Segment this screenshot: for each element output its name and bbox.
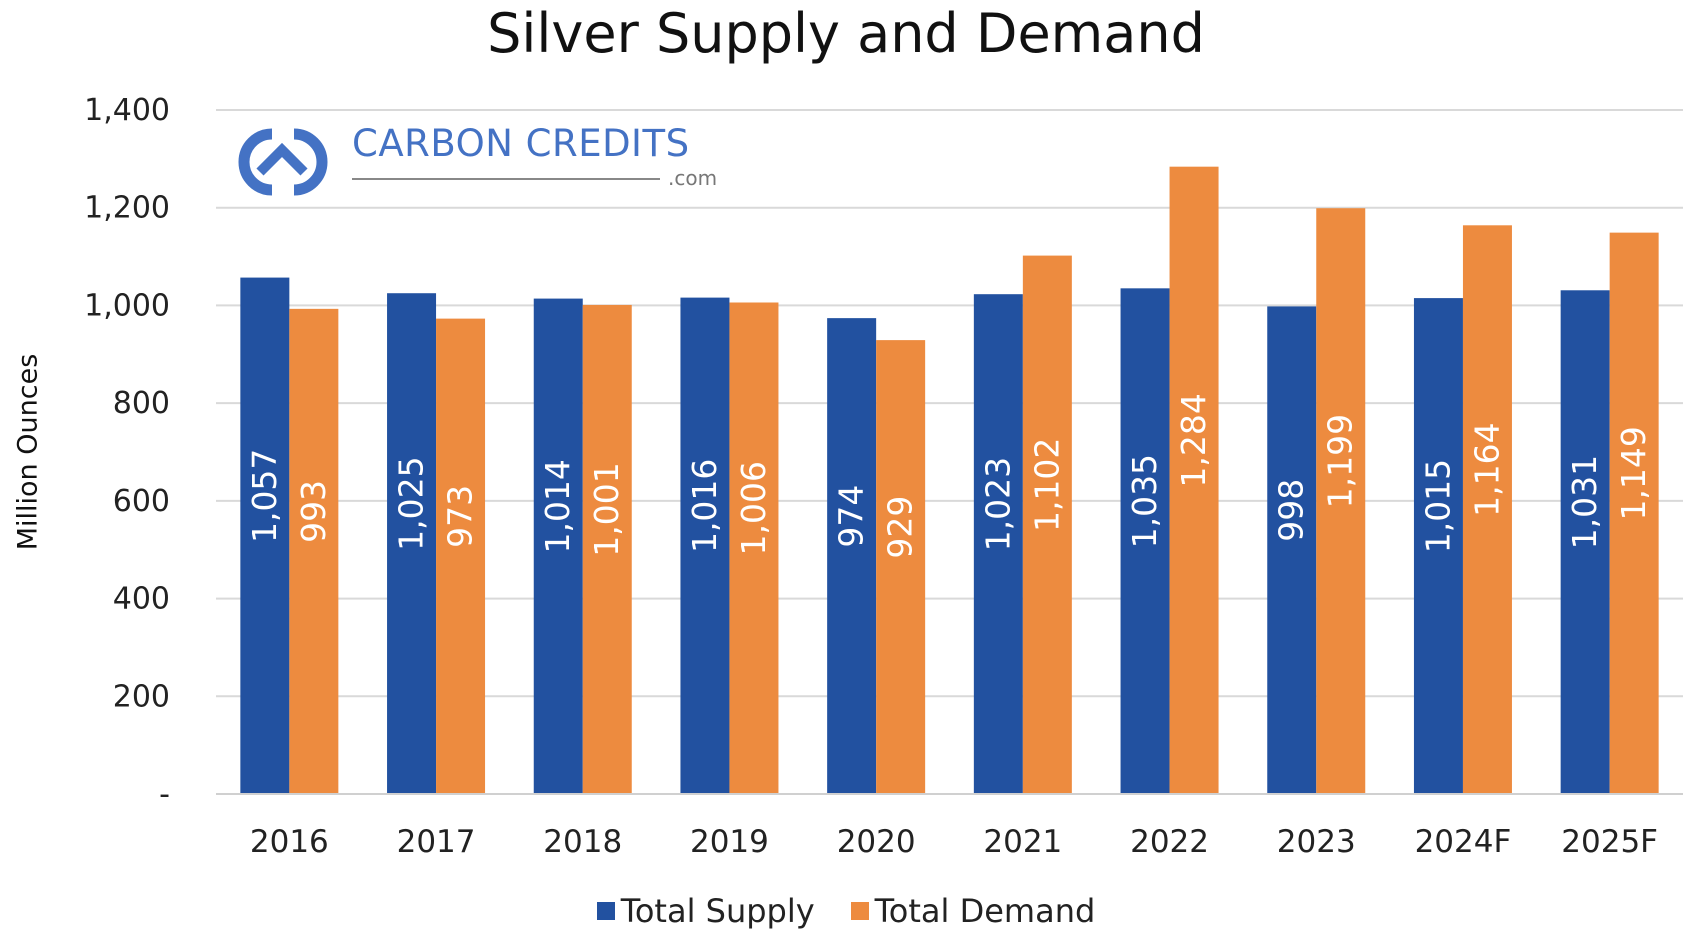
data-label: 998 [1272,479,1311,542]
bar-demand [289,308,339,794]
bar-demand [1169,166,1219,794]
carbon-credits-logo: CARBON CREDITS .com [232,122,717,206]
x-tick-label: 2023 [1277,824,1356,860]
x-tick-label: 2025F [1561,824,1658,860]
y-tick-label: - [159,777,170,812]
x-tick-label: 2021 [983,824,1062,860]
data-label: 1,016 [685,459,724,553]
y-tick-label: 200 [113,679,170,714]
y-tick-label: 600 [113,484,170,519]
bar-supply [1120,288,1170,794]
bar-supply [533,298,583,794]
x-tick-label: 2024F [1415,824,1512,860]
bar-supply [1413,298,1463,794]
y-tick-label: 1,000 [84,288,170,323]
logo-suffix: .com [668,166,718,190]
bar-demand [1022,255,1072,794]
data-label: 1,014 [538,459,577,553]
bar-demand [436,318,486,794]
data-label: 1,149 [1614,426,1653,520]
x-tick-label: 2017 [397,824,476,860]
bar-demand [729,302,779,794]
y-tick-label: 400 [113,582,170,617]
bar-demand [1462,225,1512,794]
legend: Total Supply Total Demand [0,892,1692,930]
bar-supply [387,293,437,794]
logo-underline [352,178,660,180]
x-tick-label: 2022 [1130,824,1209,860]
data-label: 1,001 [587,462,626,556]
data-label: 1,057 [245,449,284,543]
bar-demand [876,340,926,794]
x-tick-label: 2018 [543,824,622,860]
legend-label-supply: Total Supply [620,892,815,930]
data-label: 973 [441,485,480,548]
data-label: 974 [832,485,871,548]
bar-supply [680,297,730,794]
data-label: 929 [881,496,920,559]
bar-supply [240,277,290,795]
data-label: 1,023 [978,457,1017,551]
data-label: 1,031 [1565,455,1604,549]
data-label: 1,199 [1321,414,1360,508]
bar-supply [973,294,1023,794]
legend-label-demand: Total Demand [874,892,1096,930]
y-tick-label: 800 [113,386,170,421]
y-axis-label: Million Ounces [12,353,44,551]
bar-supply [1560,290,1610,794]
bar-supply [827,318,877,794]
x-tick-label: 2019 [690,824,769,860]
x-tick-label: 2016 [250,824,329,860]
data-label: 1,025 [392,456,431,550]
data-label: 993 [294,480,333,543]
legend-swatch-demand [850,902,869,920]
data-label: 1,164 [1467,422,1506,516]
data-label: 1,035 [1125,454,1164,548]
logo-icon [238,128,328,196]
logo-text: CARBON CREDITS [352,122,690,165]
bar-demand [1609,232,1659,795]
bar-supply [1267,306,1317,794]
y-tick-label: 1,200 [84,191,170,226]
y-tick-label: 1,400 [84,93,170,128]
x-tick-label: 2020 [837,824,916,860]
data-label: 1,006 [734,461,773,555]
legend-item-supply: Total Supply [596,892,815,930]
data-label: 1,015 [1418,459,1457,553]
legend-swatch-supply [596,902,615,920]
bar-demand [1316,208,1366,794]
bar-demand [582,304,632,794]
legend-item-demand: Total Demand [850,892,1096,930]
chart-title: Silver Supply and Demand [487,2,1205,65]
data-label: 1,102 [1027,438,1066,532]
data-label: 1,284 [1174,393,1213,487]
